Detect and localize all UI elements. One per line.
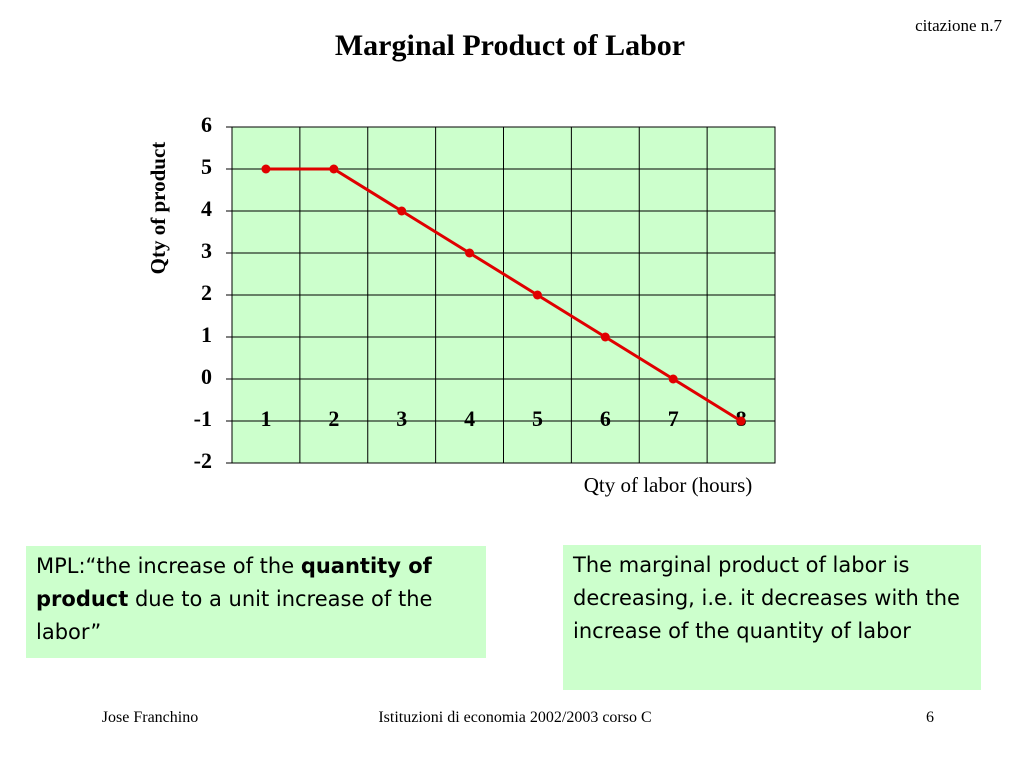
data-point: [600, 332, 610, 342]
y-tick-label: 6: [201, 112, 212, 137]
footer-author: Jose Franchino: [101, 709, 199, 726]
y-tick-label: 5: [201, 154, 212, 179]
explanation-text: The marginal product of labor is decreas…: [573, 553, 960, 643]
chart-title: Marginal Product of Labor: [335, 29, 685, 62]
y-tick-label: 2: [201, 280, 212, 305]
data-point: [261, 164, 271, 174]
x-axis-label: Qty of labor (hours): [584, 473, 753, 497]
x-tick-label: 7: [668, 406, 679, 431]
data-point: [397, 206, 407, 216]
data-point: [668, 374, 678, 384]
x-tick-label: 6: [600, 406, 611, 431]
note: citazione n.7: [915, 16, 1002, 35]
plot-border: [231, 126, 776, 464]
x-tick-label: 5: [532, 406, 543, 431]
y-tick-label: 1: [201, 322, 212, 347]
definition-text: MPL:“the increase of the: [36, 554, 301, 578]
explanation-box: The marginal product of labor is decreas…: [563, 545, 981, 690]
x-tick-label: 4: [464, 406, 475, 431]
data-point: [329, 164, 339, 174]
data-point: [736, 416, 746, 426]
footer-course: Istituzioni di economia 2002/2003 corso …: [378, 709, 652, 726]
definition-box: MPL:“the increase of the quantity of pro…: [26, 546, 486, 658]
y-tick-label: 4: [201, 196, 212, 221]
x-tick-label: 3: [396, 406, 407, 431]
definition-emphasis: quantity of product: [36, 554, 432, 611]
chart: Marginal Product of Labor Qty of labor (…: [146, 29, 776, 497]
y-tick-label: -1: [194, 406, 212, 431]
y-tick-label: -2: [194, 448, 212, 473]
y-tick-label: 0: [201, 364, 212, 389]
x-tick-label: 1: [260, 406, 271, 431]
data-point: [465, 248, 475, 258]
data-point: [532, 290, 542, 300]
x-tick-label: 2: [328, 406, 339, 431]
y-axis-label: Qty of product: [146, 142, 170, 275]
definition-text: due to a unit increase of the labor”: [36, 587, 433, 644]
footer-page: 6: [926, 709, 934, 726]
y-tick-label: 3: [201, 238, 212, 263]
series-line: [265, 167, 742, 423]
